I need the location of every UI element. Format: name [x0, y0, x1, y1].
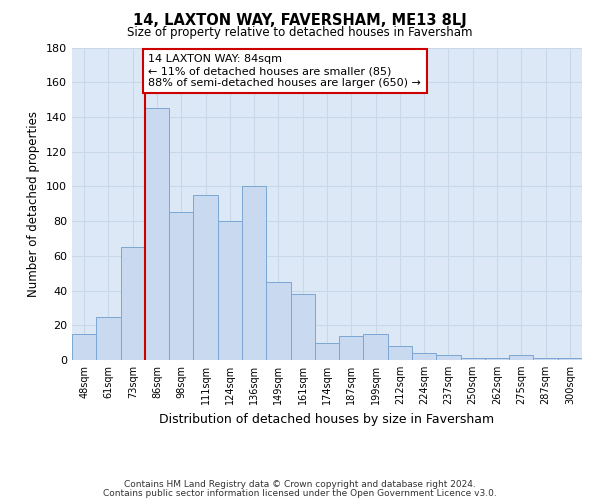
- Bar: [412, 353, 436, 360]
- Bar: [364, 334, 388, 360]
- Y-axis label: Number of detached properties: Number of detached properties: [28, 111, 40, 296]
- Bar: [145, 108, 169, 360]
- Bar: [193, 195, 218, 360]
- Text: 14 LAXTON WAY: 84sqm
← 11% of detached houses are smaller (85)
88% of semi-detac: 14 LAXTON WAY: 84sqm ← 11% of detached h…: [149, 54, 421, 88]
- Bar: [339, 336, 364, 360]
- Bar: [461, 358, 485, 360]
- Bar: [315, 342, 339, 360]
- Bar: [96, 316, 121, 360]
- Bar: [72, 334, 96, 360]
- Bar: [436, 355, 461, 360]
- Text: Contains HM Land Registry data © Crown copyright and database right 2024.: Contains HM Land Registry data © Crown c…: [124, 480, 476, 489]
- Bar: [169, 212, 193, 360]
- Bar: [533, 358, 558, 360]
- Bar: [388, 346, 412, 360]
- Bar: [558, 358, 582, 360]
- Bar: [485, 358, 509, 360]
- Text: 14, LAXTON WAY, FAVERSHAM, ME13 8LJ: 14, LAXTON WAY, FAVERSHAM, ME13 8LJ: [133, 12, 467, 28]
- Bar: [242, 186, 266, 360]
- Bar: [290, 294, 315, 360]
- Bar: [121, 247, 145, 360]
- Text: Contains public sector information licensed under the Open Government Licence v3: Contains public sector information licen…: [103, 489, 497, 498]
- Bar: [218, 221, 242, 360]
- X-axis label: Distribution of detached houses by size in Faversham: Distribution of detached houses by size …: [160, 412, 494, 426]
- Bar: [266, 282, 290, 360]
- Text: Size of property relative to detached houses in Faversham: Size of property relative to detached ho…: [127, 26, 473, 39]
- Bar: [509, 355, 533, 360]
